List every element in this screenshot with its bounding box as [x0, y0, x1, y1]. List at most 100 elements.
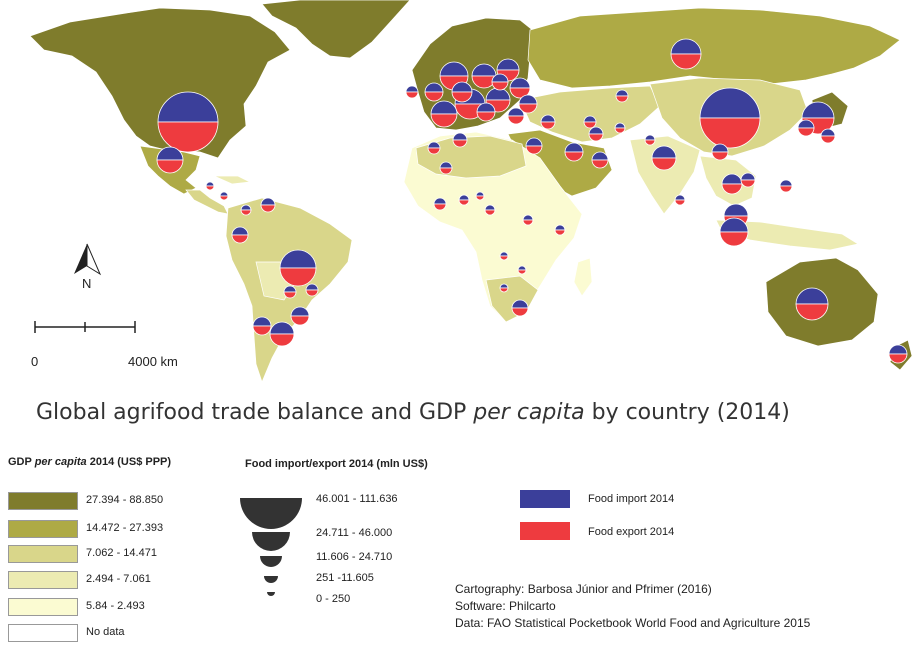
import-swatch: [520, 490, 570, 508]
import-half: [424, 82, 444, 93]
size-symbol-4: [264, 576, 278, 583]
export-half: [499, 255, 509, 261]
export-half: [699, 117, 761, 149]
gdp-legend-title-italic: per capita: [34, 456, 87, 468]
gdp-swatch: [8, 520, 78, 538]
gdp-legend-title-after: 2014 (US$ PPP): [86, 456, 172, 468]
export-half: [305, 289, 319, 297]
export-half: [525, 145, 543, 155]
export-half: [475, 195, 485, 201]
export-half: [451, 91, 473, 103]
export-half: [615, 95, 629, 103]
trade-symbol: [554, 224, 566, 236]
export-half: [540, 121, 556, 130]
export-swatch: [520, 522, 570, 540]
trade-symbol: [615, 89, 629, 103]
import-half: [525, 137, 543, 147]
import-half: [491, 73, 509, 83]
export-half: [614, 127, 626, 134]
import-half: [231, 226, 249, 236]
export-half: [156, 159, 184, 174]
import-half: [471, 63, 497, 77]
export-half: [219, 195, 229, 201]
scale-end-label: 4000 km: [128, 354, 178, 369]
export-half: [458, 199, 470, 206]
trade-symbol: [499, 283, 509, 293]
export-half: [795, 303, 829, 321]
export-half: [517, 269, 527, 275]
import-half: [797, 119, 815, 129]
import-half: [451, 81, 473, 93]
export-legend-label: Food export 2014: [588, 526, 675, 538]
export-half: [269, 333, 295, 347]
export-half: [719, 231, 749, 247]
export-half: [260, 204, 276, 213]
size-symbol-3: [260, 556, 282, 567]
trade-symbol: [591, 151, 609, 169]
export-half: [711, 151, 729, 161]
import-half: [564, 142, 584, 153]
trade-symbol: [269, 321, 295, 347]
world-map: [29, 0, 913, 383]
import-half: [888, 344, 908, 355]
import-half: [719, 217, 749, 233]
north-label: N: [82, 276, 92, 291]
trade-symbol: [614, 122, 626, 134]
import-half: [290, 306, 310, 317]
export-half: [522, 219, 534, 226]
trade-symbol: [719, 217, 749, 247]
gdp-legend-label: 7.062 - 14.471: [86, 547, 157, 559]
trade-symbol: [219, 191, 229, 201]
trade-symbol: [475, 191, 485, 201]
export-half: [279, 267, 317, 287]
import-half: [205, 181, 215, 187]
export-half: [779, 185, 793, 193]
landmass-north-america: [29, 7, 291, 159]
export-half: [430, 113, 458, 128]
import-half: [430, 100, 458, 115]
trade-symbol: [779, 179, 793, 193]
gdp-swatch: [8, 624, 78, 642]
trade-symbol: [583, 115, 597, 129]
trade-symbol: [156, 146, 184, 174]
scale-bar: [34, 321, 136, 333]
export-half: [427, 147, 441, 155]
import-half: [723, 203, 749, 217]
size-symbol-2: [252, 532, 290, 551]
export-half: [240, 209, 252, 216]
export-half: [670, 53, 702, 70]
credit-software: Software: Philcarto: [455, 599, 556, 613]
export-half: [405, 91, 419, 99]
trade-symbol: [711, 143, 729, 161]
import-half: [509, 77, 531, 89]
map-title-after: by country (2014): [584, 400, 790, 425]
trade-symbol: [564, 142, 584, 162]
import-half: [511, 299, 529, 309]
trade-symbol: [517, 265, 527, 275]
export-half: [554, 229, 566, 236]
trade-symbol: [476, 102, 496, 122]
import-half: [699, 87, 761, 119]
trade-symbol: [674, 194, 686, 206]
import-half: [496, 58, 520, 71]
export-half: [591, 159, 609, 169]
trade-symbol: [699, 87, 761, 149]
export-half: [205, 185, 215, 191]
import-half: [279, 249, 317, 269]
trade-symbol: [522, 214, 534, 226]
trade-symbol: [458, 194, 470, 206]
export-half: [888, 353, 908, 364]
landmass-madagascar: [573, 257, 593, 297]
trade-symbol: [721, 173, 743, 195]
import-half: [591, 151, 609, 161]
trade-symbol: [518, 94, 538, 114]
trade-symbol: [491, 73, 509, 91]
import-half: [651, 145, 677, 159]
gdp-legend-title: GDP per capita 2014 (US$ PPP): [8, 456, 171, 468]
export-half: [588, 133, 604, 142]
export-half: [157, 121, 219, 153]
trade-symbol: [424, 82, 444, 102]
gdp-legend-label: 2.494 - 7.061: [86, 573, 151, 585]
trade-symbol: [496, 58, 520, 82]
import-legend-label: Food import 2014: [588, 493, 675, 505]
